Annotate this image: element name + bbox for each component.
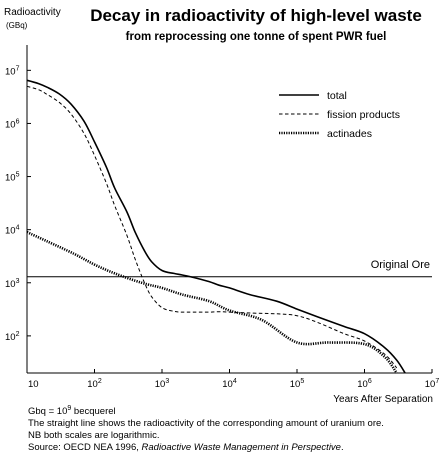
x-tick-label: 103	[155, 378, 170, 390]
axes: 10 102 103 104 105 106 107 102 103 104 105 106 107	[5, 45, 439, 390]
series-fission-products-line	[26, 85, 398, 369]
y-tick-label: 105	[5, 172, 20, 184]
note-source-title: Radioactive Waste Management in Perspect…	[141, 442, 341, 454]
legend-label: fission products	[327, 109, 400, 121]
x-tick-label: 107	[425, 378, 439, 390]
note-source: Source: OECD NEA 1996, Radioactive Waste…	[28, 442, 384, 454]
series-actinades-line	[26, 230, 398, 374]
y-tick-label: 104	[5, 225, 20, 237]
y-tick-label: 102	[5, 331, 20, 343]
note-source-text: Source: OECD NEA 1996,	[28, 442, 142, 454]
original-ore-label: Original Ore	[371, 259, 430, 271]
x-axis-label: Years After Separation	[333, 394, 433, 405]
chart-subtitle: from reprocessing one tonne of spent PWR…	[126, 31, 387, 43]
y-tick-label: 103	[5, 278, 20, 290]
series-layer	[26, 79, 432, 374]
note-log-scales: NB both scales are logarithmic.	[28, 430, 160, 442]
legend: total fission products actinades	[279, 90, 400, 140]
note-unit-suffix: becquerel	[71, 406, 116, 418]
y-tick-label: 106	[5, 118, 20, 130]
x-tick-label: 104	[222, 378, 237, 390]
legend-label: actinades	[327, 128, 372, 140]
note-source-end: .	[340, 442, 344, 454]
note-unit-text: Gbq = 10	[28, 406, 68, 418]
note-unit: Gbq = 109 becquerel	[28, 403, 384, 418]
chart-notes: Gbq = 109 becquerel The straight line sh…	[28, 403, 384, 454]
legend-label: total	[327, 90, 347, 102]
chart-title: Decay in radioactivity of high-level was…	[90, 6, 422, 25]
x-tick-label: 102	[87, 378, 102, 390]
y-axis-label: Radioactivity	[4, 7, 61, 18]
y-tick-label: 107	[5, 65, 20, 77]
note-straight-line: The straight line shows the radioactivit…	[28, 418, 384, 430]
x-tick-label: 105	[290, 378, 305, 390]
series-total-line	[26, 79, 406, 374]
x-tick-label: 10	[28, 379, 39, 390]
note-unit-exponent: 9	[67, 405, 72, 412]
x-tick-label: 106	[357, 378, 372, 390]
y-axis-unit: (GBq)	[6, 21, 28, 30]
